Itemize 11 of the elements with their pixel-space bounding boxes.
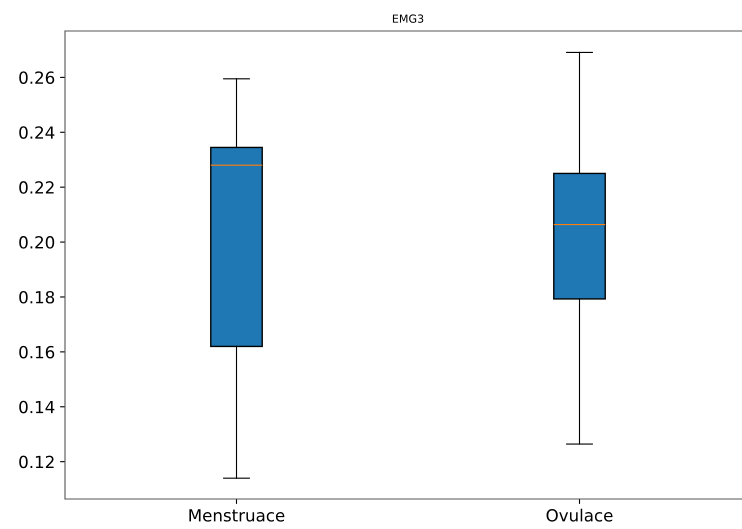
y-tick-label: 0.18	[19, 290, 54, 304]
y-tick-label: 0.14	[19, 400, 54, 414]
y-tick-label: 0.12	[19, 456, 54, 468]
x-tick-label: Menstruace	[189, 509, 284, 522]
y-tick-label: 0.16	[19, 346, 54, 358]
y-tick-label: 0.26	[19, 71, 54, 84]
y-tick-label: 0.24	[19, 126, 54, 139]
x-tick-label: Ovulace	[546, 508, 613, 522]
chart-title: EMG3	[392, 14, 424, 23]
y-tick-label: 0.20	[19, 236, 54, 249]
y-tick-label: 0.22	[19, 181, 54, 194]
